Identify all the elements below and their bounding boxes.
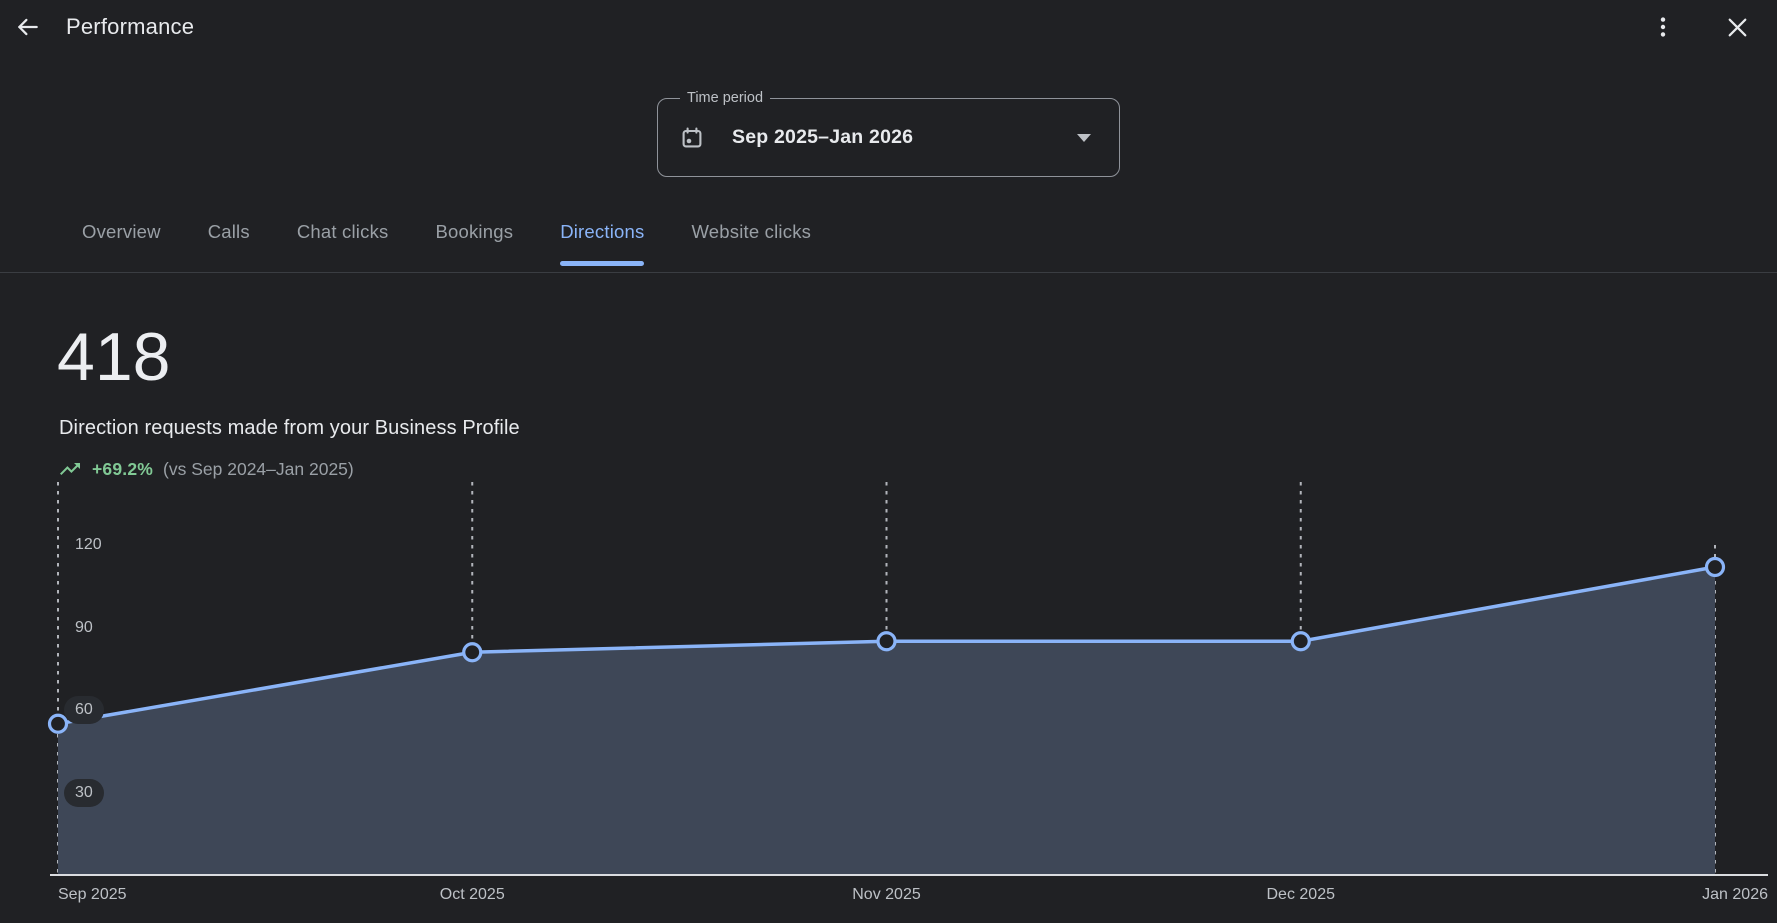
back-arrow-icon: [15, 14, 41, 40]
tab-bookings[interactable]: Bookings: [435, 210, 513, 272]
y-axis-tick-label: 60: [64, 696, 104, 724]
active-tab-underline: [560, 261, 644, 266]
chart-data-point[interactable]: [50, 715, 67, 732]
tab-label: Bookings: [435, 221, 513, 242]
performance-chart-svg: [0, 470, 1777, 923]
directions-chart: 30 60 90 120 Sep 2025 Oct 2025 Nov 2025 Dec 20…: [0, 470, 1777, 923]
x-axis-tick-label: Nov 2025: [852, 886, 921, 904]
y-axis-tick-label: 90: [64, 614, 104, 642]
tab-calls[interactable]: Calls: [208, 210, 250, 272]
dropdown-caret-icon: [1077, 134, 1091, 142]
metric-total: 418: [57, 322, 170, 392]
x-axis-tick-label: Oct 2025: [440, 886, 505, 904]
page-title: Performance: [66, 14, 194, 40]
tab-label: Directions: [560, 221, 644, 242]
x-axis-tick-label: Dec 2025: [1267, 886, 1336, 904]
tab-overview[interactable]: Overview: [82, 210, 161, 272]
tab-chat-clicks[interactable]: Chat clicks: [297, 210, 389, 272]
tab-directions[interactable]: Directions: [560, 210, 644, 272]
calendar-icon: [680, 126, 704, 150]
tab-label: Chat clicks: [297, 221, 389, 242]
back-button[interactable]: [8, 7, 48, 47]
y-axis-tick-label: 120: [64, 531, 113, 559]
tab-label: Calls: [208, 221, 250, 242]
chart-data-point[interactable]: [464, 644, 481, 661]
chart-data-point[interactable]: [878, 633, 895, 650]
time-period-value: Sep 2025–Jan 2026: [732, 126, 913, 149]
chart-data-point[interactable]: [1292, 633, 1309, 650]
app-bar: Performance: [0, 0, 1777, 54]
time-period-select[interactable]: Time period Sep 2025–Jan 2026: [657, 98, 1120, 177]
more-options-button[interactable]: [1643, 7, 1683, 47]
x-axis-tick-label: Jan 2026: [1702, 886, 1768, 904]
kebab-menu-icon: [1651, 15, 1675, 39]
close-icon: [1725, 15, 1750, 40]
tab-website-clicks[interactable]: Website clicks: [691, 210, 811, 272]
tab-label: Website clicks: [691, 221, 811, 242]
metrics-tab-bar: Overview Calls Chat clicks Bookings Dire…: [0, 210, 1777, 273]
tab-label: Overview: [82, 221, 161, 242]
time-period-label: Time period: [680, 90, 770, 107]
metric-description: Direction requests made from your Busine…: [59, 417, 520, 440]
x-axis-tick-label: Sep 2025: [58, 886, 127, 904]
chart-data-point[interactable]: [1707, 559, 1724, 576]
close-button[interactable]: [1717, 7, 1757, 47]
y-axis-tick-label: 30: [64, 779, 104, 807]
